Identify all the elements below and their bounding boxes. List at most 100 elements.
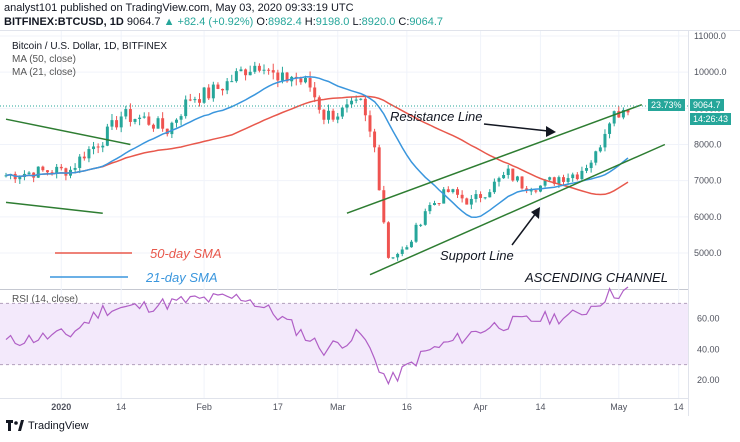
candle-body	[608, 123, 612, 134]
open-value: 8982.4	[268, 16, 302, 28]
trend-lines	[0, 104, 688, 276]
candle-body	[585, 168, 589, 171]
candle-body	[580, 170, 584, 180]
rsi-line	[5, 286, 629, 386]
rsi-band-fill	[0, 303, 688, 365]
candle-body	[483, 197, 487, 199]
candle-body	[456, 189, 460, 195]
support-line	[369, 143, 666, 276]
low-label: L:	[352, 16, 362, 28]
support-label: Support Line	[440, 248, 514, 263]
channel-label: ASCENDING CHANNEL	[525, 270, 669, 285]
candle-body	[207, 87, 211, 99]
price-tick-label: 6000.0	[694, 212, 722, 222]
candle-body	[571, 174, 575, 179]
up-arrow-icon: ▲	[163, 16, 175, 28]
high-value: 9198.0	[315, 16, 350, 28]
time-tick-label: May	[610, 402, 628, 412]
candle-body	[589, 162, 593, 169]
candle-body	[184, 99, 188, 117]
publisher-line: analyst101 published on TradingView.com,…	[4, 2, 354, 14]
candle-body	[36, 166, 40, 178]
ma21-legend[interactable]: MA (21, close)	[12, 67, 76, 78]
candle-body	[451, 189, 455, 193]
candle-body	[529, 190, 533, 192]
candle-body	[78, 156, 82, 168]
candle-body	[170, 122, 174, 135]
candle-body	[603, 133, 607, 148]
time-tick-label: Feb	[196, 402, 212, 412]
candle-body	[119, 116, 123, 128]
candle-body	[446, 189, 450, 193]
rsi-tick-label: 40.00	[697, 344, 720, 354]
candle-body	[142, 116, 146, 118]
candle-body	[257, 65, 261, 71]
candle-body	[492, 181, 496, 193]
rsi-band	[0, 302, 688, 366]
countdown-tag: 14:26:43	[690, 113, 732, 125]
ma50-legend[interactable]: MA (50, close)	[12, 54, 76, 65]
candle-body	[373, 131, 377, 148]
time-tick-label: 2020	[51, 402, 71, 412]
candle-body	[161, 118, 165, 129]
candle-body	[437, 203, 441, 205]
price-axis: 11000.010000.09000.08000.07000.06000.050…	[694, 31, 727, 258]
candle-body	[262, 69, 266, 71]
candle-body	[73, 167, 77, 170]
candle-body	[386, 222, 390, 258]
price-change: +82.4 (+0.92%)	[177, 16, 254, 28]
rsi-legend[interactable]: RSI (14, close)	[12, 294, 79, 305]
candle-body	[543, 179, 547, 186]
candle-body	[96, 146, 100, 148]
rsi-path	[5, 286, 629, 386]
candle-body	[253, 65, 257, 72]
candle-body	[156, 118, 160, 129]
candle-body	[442, 189, 446, 204]
time-tick-label: 14	[116, 402, 126, 412]
rsi-tick-label: 20.00	[697, 375, 720, 385]
candle-body	[465, 198, 469, 205]
candle-body	[267, 69, 271, 71]
candle-body	[221, 88, 225, 91]
ma21-line	[5, 76, 629, 219]
candle-body	[198, 99, 201, 103]
price-tick-label: 10000.0	[694, 67, 727, 77]
candle-body	[336, 116, 340, 120]
candle-body	[216, 84, 220, 89]
candle-body	[299, 78, 303, 83]
price-tick-label: 5000.0	[694, 248, 722, 258]
candle-body	[548, 177, 552, 180]
candle-body	[428, 205, 432, 212]
tradingview-footer[interactable]: TradingView	[6, 420, 89, 432]
support-arrow	[511, 212, 537, 246]
candle-body	[594, 151, 598, 163]
symbol-name[interactable]: BITFINEX:BTCUSD, 1D	[4, 16, 124, 28]
candle-body	[419, 224, 423, 226]
pct-tag: 23.73%	[648, 99, 685, 111]
candle-body	[115, 120, 119, 128]
candle-body	[368, 115, 372, 132]
candle-body	[626, 109, 630, 113]
sma21-label: 21-day SMA	[146, 270, 218, 285]
candle-body	[174, 119, 178, 123]
symbol-header: BITFINEX:BTCUSD, 1D 9064.7 ▲ +82.4 (+0.9…	[4, 16, 443, 28]
candle-body	[414, 224, 418, 242]
descending-upper-line	[5, 118, 131, 146]
rsi-axis: 60.00 40.00 20.00	[697, 314, 720, 385]
open-label: O:	[256, 16, 269, 28]
candle-body	[165, 128, 169, 135]
tradingview-logo-icon	[6, 420, 24, 431]
low-value: 8920.0	[361, 16, 396, 28]
candle-body	[460, 194, 464, 199]
candle-body	[280, 72, 284, 81]
candle-body	[105, 126, 109, 146]
resistance-label: Resistance Line	[390, 109, 483, 124]
candle-body	[322, 109, 326, 120]
candle-body	[285, 72, 289, 82]
chart-title: Bitcoin / U.S. Dollar, 1D, BITFINEX	[12, 41, 168, 52]
price-tick-label: 11000.0	[694, 31, 726, 41]
candle-body	[562, 177, 565, 182]
candle-body	[41, 166, 45, 171]
candle-body	[45, 170, 49, 173]
